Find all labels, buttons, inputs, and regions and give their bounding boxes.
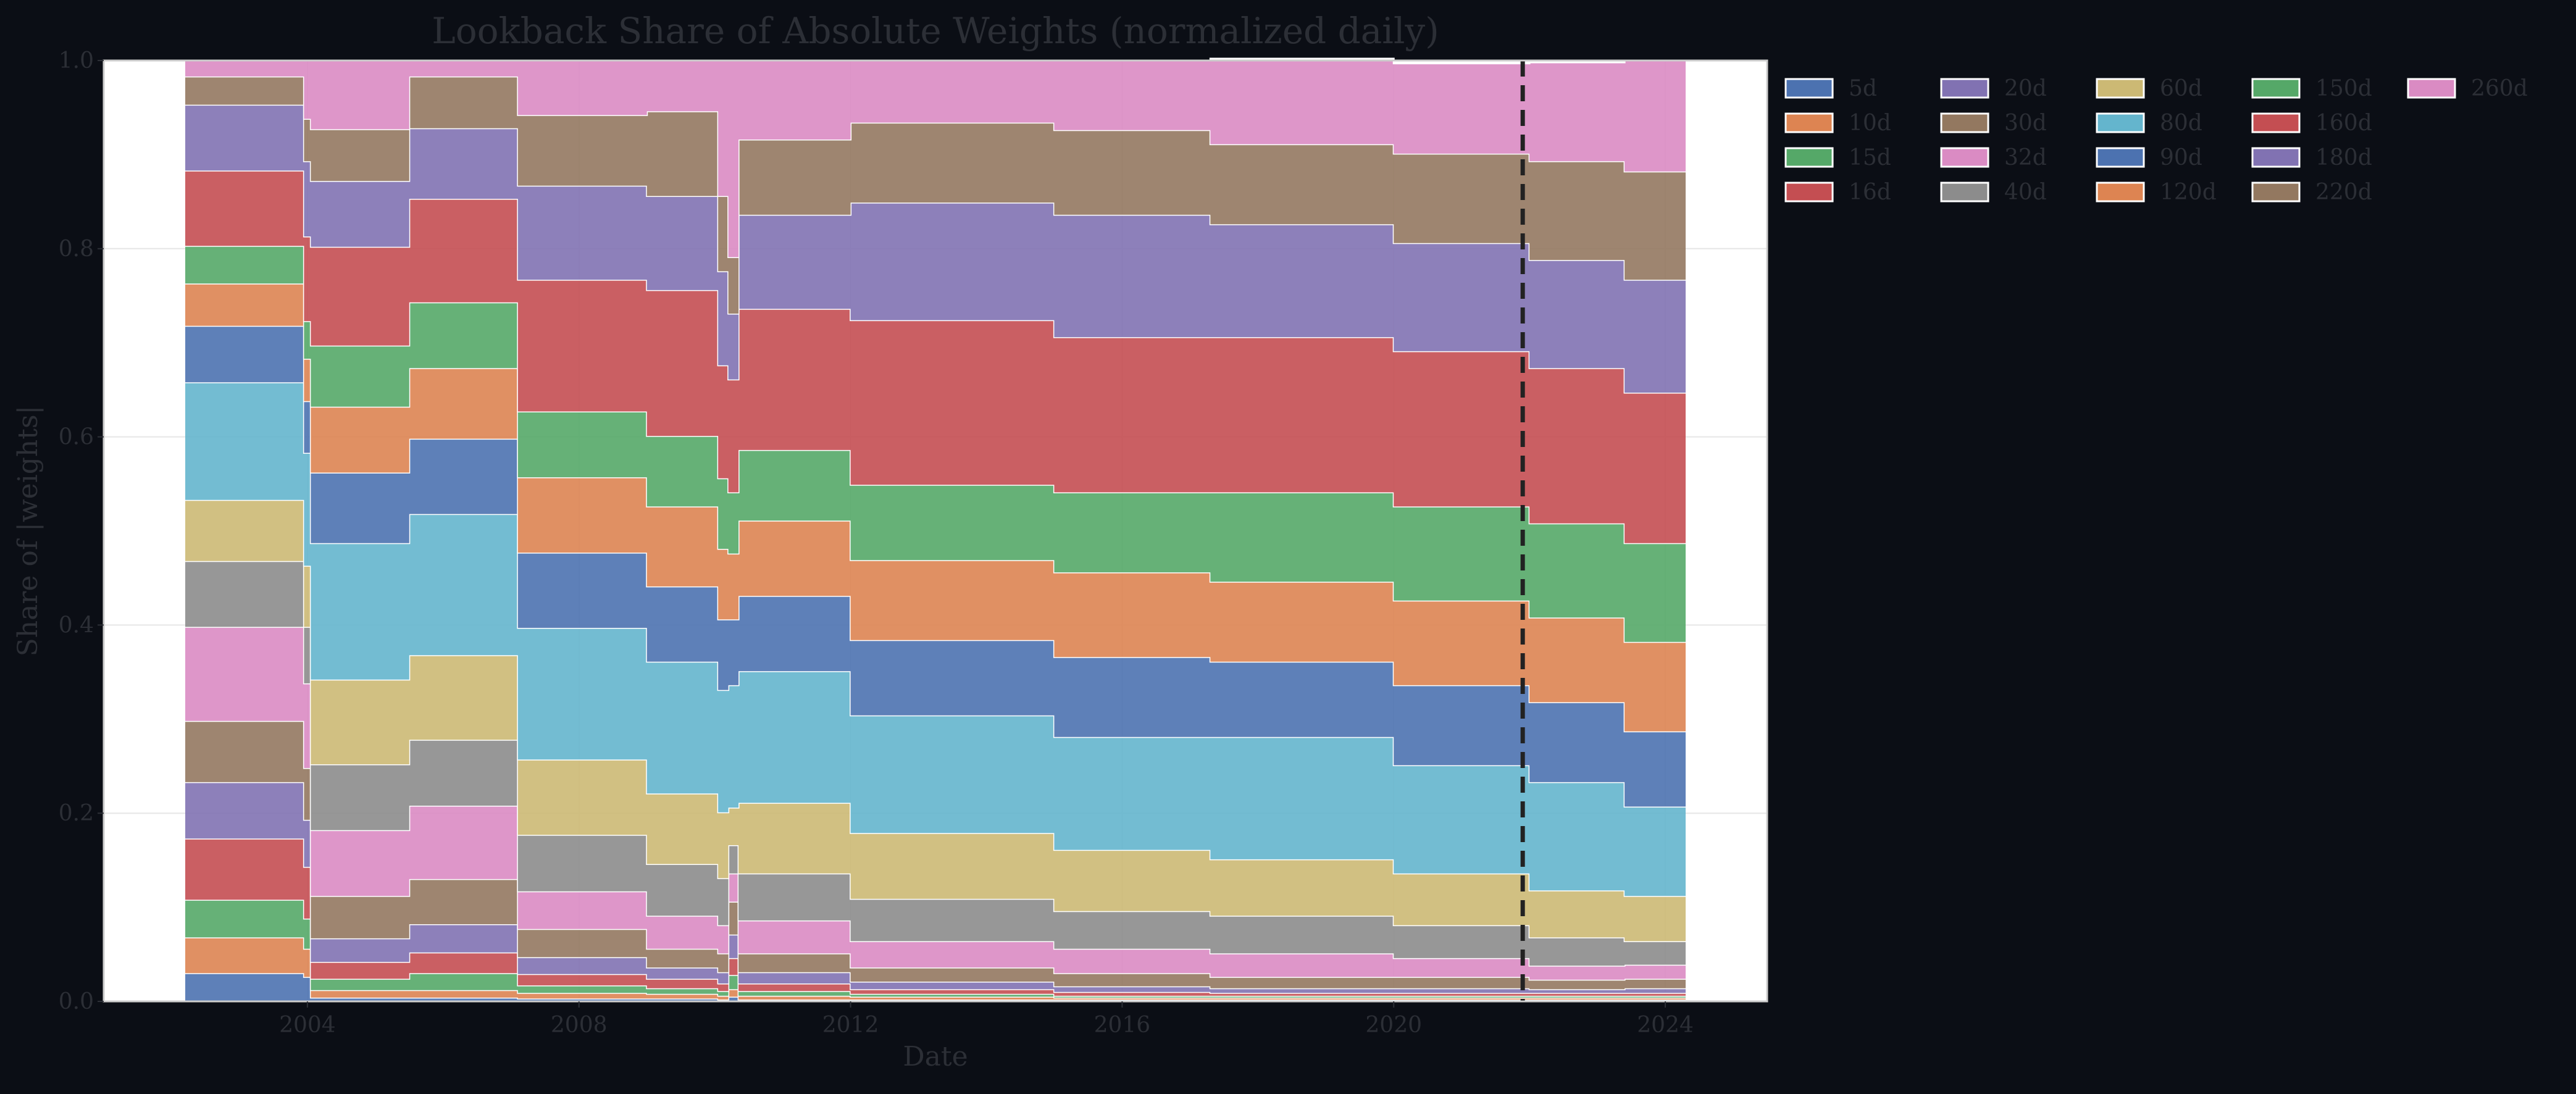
legend-label-220d: 220d [2315, 180, 2372, 205]
area-60d [185, 499, 1686, 942]
area-150d [185, 246, 1686, 642]
legend: 5d 10d 15d 16d 20d 30d 32d 40d 60d 80d 90d 120d 150d… [1784, 76, 2528, 205]
legend-label-60d: 60d [2160, 76, 2202, 101]
legend-swatch-80d [2096, 112, 2145, 133]
x-axis-label: Date [903, 1041, 968, 1072]
legend-swatch-40d [1940, 182, 1989, 203]
legend-swatch-15d [1784, 147, 1834, 168]
legend-label-160d: 160d [2315, 111, 2372, 136]
series-areas [185, 57, 1687, 1001]
legend-swatch-32d [1940, 147, 1989, 168]
legend-swatch-20d [1940, 78, 1989, 99]
area-15d [185, 900, 1686, 998]
x-tick-label: 2020 [1365, 1013, 1422, 1038]
y-tick-label: 0.4 [59, 612, 94, 638]
legend-swatch-60d [2096, 78, 2145, 99]
legend-label-80d: 80d [2160, 111, 2202, 136]
legend-label-16d: 16d [1849, 180, 1891, 205]
plot-frame [102, 59, 1768, 1003]
legend-swatch-180d [2251, 147, 2301, 168]
axes: 2004 2008 2012 2016 2020 2024 0.0 0.2 0.4 0.6 0.8 1… [59, 48, 1694, 1038]
area-5d [185, 973, 1686, 1001]
legend-swatch-10d [1784, 112, 1834, 133]
legend-label-30d: 30d [2004, 111, 2047, 136]
legend-swatch-16d [1784, 182, 1834, 203]
legend-label-260d: 260d [2471, 76, 2528, 101]
area-40d [185, 561, 1686, 966]
y-tick-label: 1.0 [59, 48, 94, 73]
area-120d [185, 283, 1686, 732]
area-90d [185, 325, 1686, 807]
legend-swatch-90d [2096, 147, 2145, 168]
area-80d [185, 382, 1686, 896]
legend-swatch-5d [1784, 78, 1834, 99]
legend-label-20d: 20d [2004, 76, 2047, 101]
y-axis-label: Share of |weights| [12, 406, 44, 657]
y-tick-label: 0.8 [59, 236, 94, 262]
legend-label-15d: 15d [1849, 145, 1891, 170]
area-160d [185, 170, 1686, 543]
y-tick-label: 0.0 [59, 989, 94, 1014]
area-220d [185, 76, 1686, 314]
legend-label-120d: 120d [2160, 180, 2217, 205]
legend-label-90d: 90d [2160, 145, 2202, 170]
x-tick-label: 2016 [1094, 1013, 1151, 1038]
y-tick-label: 0.2 [59, 801, 94, 826]
x-tick-label: 2012 [822, 1013, 879, 1038]
legend-swatch-220d [2251, 182, 2301, 203]
legend-swatch-160d [2251, 112, 2301, 133]
chart-title: Lookback Share of Absolute Weights (norm… [432, 10, 1439, 52]
x-tick-label: 2024 [1637, 1013, 1694, 1038]
legend-swatch-150d [2251, 78, 2301, 99]
legend-label-40d: 40d [2004, 180, 2047, 205]
legend-swatch-30d [1940, 112, 1989, 133]
legend-label-32d: 32d [2004, 145, 2047, 170]
legend-swatch-260d [2407, 78, 2456, 99]
area-10d [185, 937, 1686, 1000]
legend-swatch-120d [2096, 182, 2145, 203]
x-tick-label: 2008 [551, 1013, 608, 1038]
legend-label-5d: 5d [1849, 76, 1877, 101]
x-tick-label: 2004 [279, 1013, 336, 1038]
area-260d [185, 59, 1686, 257]
legend-label-10d: 10d [1849, 111, 1891, 136]
area-180d [185, 104, 1686, 393]
y-tick-label: 0.6 [59, 425, 94, 450]
legend-label-180d: 180d [2315, 145, 2372, 170]
legend-label-150d: 150d [2315, 76, 2372, 101]
